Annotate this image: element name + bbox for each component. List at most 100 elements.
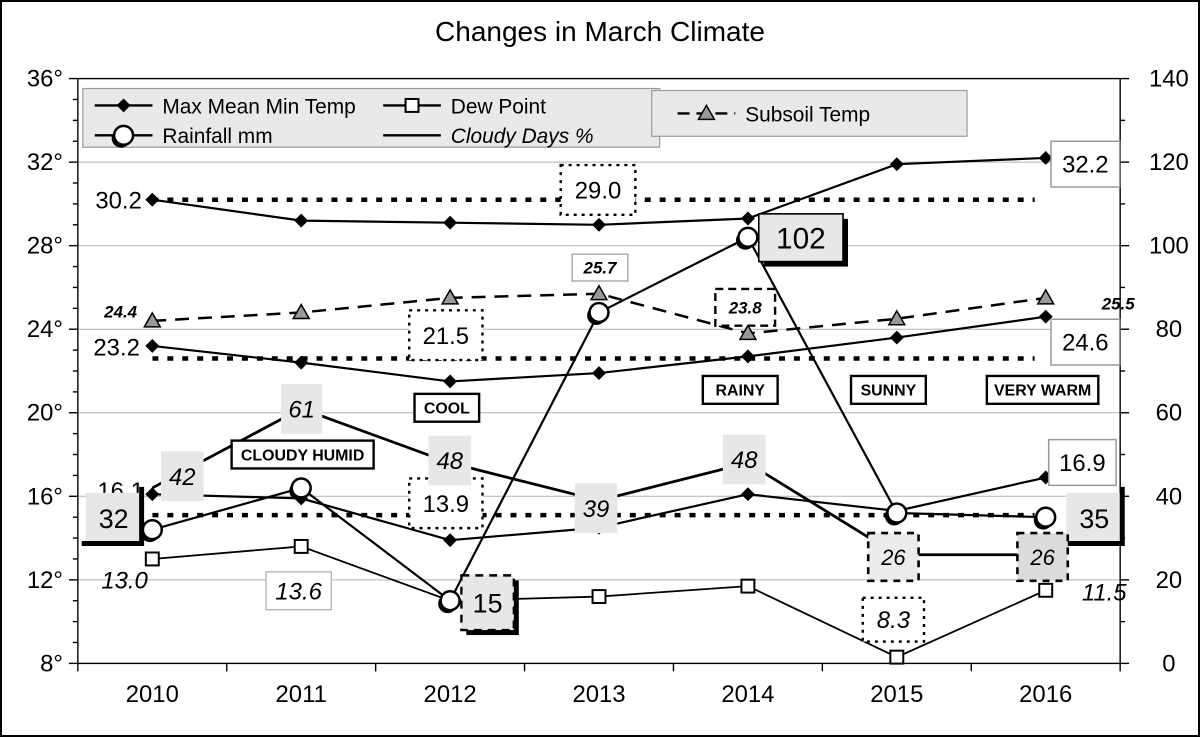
marker-legend-subsoil-temp [697, 103, 716, 121]
marker-subsoil-temp-2010 [143, 311, 162, 328]
annotation-text: 29.0 [575, 178, 621, 205]
annotation-30-2: 30.2 [95, 188, 141, 215]
marker-subsoil-temp-2015 [887, 309, 907, 326]
x-axis-label: 2011 [276, 681, 327, 708]
annotation-very-warm: VERY WARM [985, 374, 1100, 406]
annotation-39: 39 [574, 483, 618, 534]
annotation-box [559, 163, 637, 217]
annotation-text: 21.5 [423, 323, 469, 350]
marker-mean-temp-2012 [443, 374, 458, 389]
annotation-text: VERY WARM [994, 383, 1091, 400]
annotation-rainy: RAINY [701, 374, 779, 406]
x-axis-label: 2016 [1019, 681, 1072, 708]
annotation-25-7: 25.7 [571, 253, 629, 282]
annotation-15: 15 [460, 574, 519, 636]
annotation-cool: COOL [413, 392, 481, 423]
annotation-text: 48 [437, 448, 464, 475]
annotation-35: 35 [1062, 486, 1125, 547]
annotation-48: 48 [428, 435, 472, 486]
annotation-text: CLOUDY HUMID [241, 447, 364, 464]
annotation-bracket [81, 486, 145, 547]
annotation-box [866, 531, 920, 583]
annotation-box [722, 434, 766, 485]
marker-min-temp-2010 [145, 487, 160, 502]
legend-item-cloudy-days: Cloudy Days % [383, 125, 594, 148]
annotation-13-6: 13.6 [265, 571, 332, 611]
marker-subsoil-temp-2011 [291, 303, 311, 320]
annotation-61: 61 [280, 383, 323, 434]
marker-dew-point-2011 [293, 538, 309, 554]
annotation-box [1066, 492, 1123, 544]
annotation-text: 13.6 [275, 578, 322, 605]
annotation-text: 25.7 [583, 259, 618, 278]
annotation-text: 13.0 [101, 567, 148, 594]
axis-ticks [68, 77, 1130, 672]
annotation-text: 25.5 [1101, 294, 1135, 313]
legend-item-subsoil-temp: Subsoil Temp [677, 103, 870, 126]
annotation-48: 48 [722, 434, 766, 485]
annotation-text: 48 [731, 447, 758, 474]
marker-mean-temp-2014 [740, 349, 755, 364]
left-axis-label: 24° [27, 316, 63, 343]
left-axis-label: 16° [27, 483, 63, 510]
right-axis-label: 80 [1156, 316, 1183, 343]
marker-dew-point-2010 [144, 551, 160, 567]
marker-legend-dew-point [404, 97, 420, 113]
marker-max-temp-2012 [443, 215, 458, 230]
annotation-13-9: 13.9 [407, 477, 484, 530]
right-axis-label: 0 [1162, 650, 1175, 677]
marker-legend-rainfall-mm [112, 124, 135, 146]
annotation-32: 32 [81, 486, 145, 547]
marker-mean-temp-2013 [592, 366, 606, 381]
marker-subsoil-temp-2014 [738, 323, 758, 341]
annotation-box [861, 596, 926, 643]
annotation-box [849, 374, 928, 406]
annotation-text: 24.4 [103, 302, 137, 321]
x-axis-label: 2010 [126, 681, 179, 708]
marker-rainfall-mm-2010 [141, 519, 163, 541]
marker-max-temp-2010 [145, 192, 160, 207]
annotation-text: RAINY [715, 383, 765, 400]
annotation-box [1047, 438, 1117, 487]
marker-min-temp-2014 [740, 487, 755, 502]
annotation-box [265, 571, 332, 611]
annotation-box [574, 483, 618, 534]
annotation-32-2: 32.2 [1050, 140, 1121, 188]
annotation-box [714, 287, 777, 327]
annotation-box [1050, 318, 1121, 366]
marker-min-temp-2012 [443, 533, 458, 548]
x-axis-label: 2013 [572, 681, 625, 708]
annotation-sunny: SUNNY [849, 374, 928, 406]
annotation-text: 42 [169, 464, 196, 491]
annotation-text: 26 [880, 545, 906, 570]
annotation-text: 13.9 [423, 491, 469, 518]
marker-rainfall-mm-2014 [737, 226, 759, 249]
annotation-box [407, 309, 484, 362]
annotation-26: 26 [1016, 531, 1070, 583]
annotation-box [413, 392, 481, 423]
annotation-text: SUNNY [861, 383, 917, 400]
left-axis-label: 12° [27, 567, 63, 594]
annotation-text: 11.5 [1082, 579, 1127, 606]
annotation-box [1016, 531, 1070, 583]
legend-label-subsoil-temp: Subsoil Temp [745, 103, 870, 126]
axis-labels: 8° 12° 16° 20° 24° 28° 32° 36° 0 20 40 60 80 100 120 14… [27, 66, 1189, 709]
right-axis-label: 100 [1149, 233, 1189, 260]
annotation-text: 39 [583, 496, 610, 523]
x-axis-label: 2015 [870, 681, 923, 708]
annotation-23-8: 23.8 [714, 287, 777, 327]
marker-max-temp-2011 [294, 213, 309, 228]
annotation-24-6: 24.6 [1050, 318, 1121, 366]
left-axis-label: 8° [40, 650, 63, 677]
right-axis-label: 40 [1156, 483, 1183, 510]
annotation-text: 26 [1029, 545, 1055, 570]
marker-dew-point-2014 [740, 578, 756, 594]
left-axis-label: 36° [27, 66, 63, 93]
legend-item-rainfall-mm: Rainfall mm [94, 124, 273, 148]
annotation-text: 15 [473, 588, 503, 618]
annotation-text: 32.2 [1062, 152, 1108, 179]
annotation-16-9: 16.9 [1047, 438, 1117, 487]
